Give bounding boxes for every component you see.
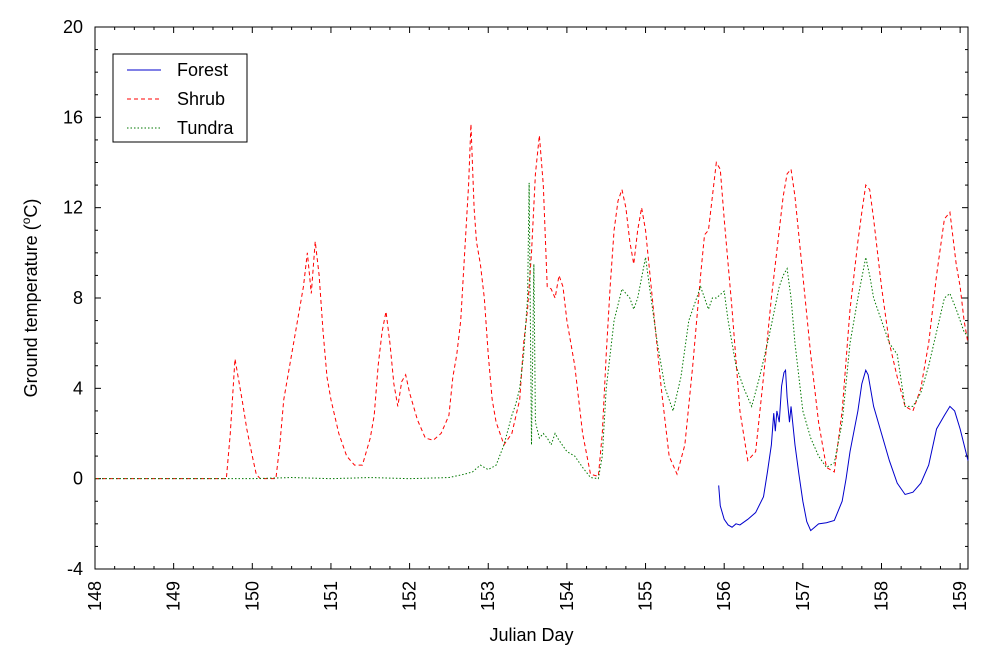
x-tick-label: 155 bbox=[636, 581, 656, 611]
series-line-tundra bbox=[95, 182, 969, 480]
x-tick-label: 157 bbox=[793, 581, 813, 611]
x-tick-label: 154 bbox=[557, 581, 577, 611]
y-axis-title-main: Ground temperature ( bbox=[21, 224, 41, 397]
y-tick-label: 8 bbox=[73, 288, 83, 308]
x-axis: 148 149 150 151 152 153 154 155 156 157 158 159 bbox=[85, 27, 970, 611]
legend-label-tundra: Tundra bbox=[177, 118, 234, 138]
y-axis-title-unit: C) bbox=[21, 199, 41, 218]
series-line-shrub bbox=[95, 124, 969, 480]
x-tick-label: 156 bbox=[714, 581, 734, 611]
legend-box bbox=[112, 53, 248, 143]
y-axis-title-superscript: o bbox=[19, 217, 33, 224]
y-tick-label: 4 bbox=[73, 378, 83, 398]
x-tick-label: 149 bbox=[164, 581, 184, 611]
x-axis-title: Julian Day bbox=[489, 625, 573, 645]
legend-label-forest: Forest bbox=[177, 60, 228, 80]
x-tick-label: 150 bbox=[242, 581, 262, 611]
x-tick-label: 151 bbox=[321, 581, 341, 611]
y-tick-label: 20 bbox=[63, 17, 83, 37]
y-tick-label: 16 bbox=[63, 107, 83, 127]
x-tick-label: 159 bbox=[950, 581, 970, 611]
y-tick-label: -4 bbox=[67, 559, 83, 579]
y-tick-label: 12 bbox=[63, 198, 83, 218]
series-line-forest bbox=[718, 368, 969, 532]
y-axis-title: Ground temperature (oC) bbox=[19, 199, 41, 398]
y-axis: -4 0 4 8 12 16 20 bbox=[63, 17, 968, 579]
x-tick-label: 152 bbox=[400, 581, 420, 611]
series-layer bbox=[95, 124, 969, 532]
legend: Forest Shrub Tundra bbox=[112, 53, 248, 143]
y-tick-label: 0 bbox=[73, 469, 83, 489]
x-tick-label: 158 bbox=[871, 581, 891, 611]
legend-label-shrub: Shrub bbox=[177, 89, 225, 109]
x-tick-label: 148 bbox=[85, 581, 105, 611]
x-tick-label: 153 bbox=[478, 581, 498, 611]
